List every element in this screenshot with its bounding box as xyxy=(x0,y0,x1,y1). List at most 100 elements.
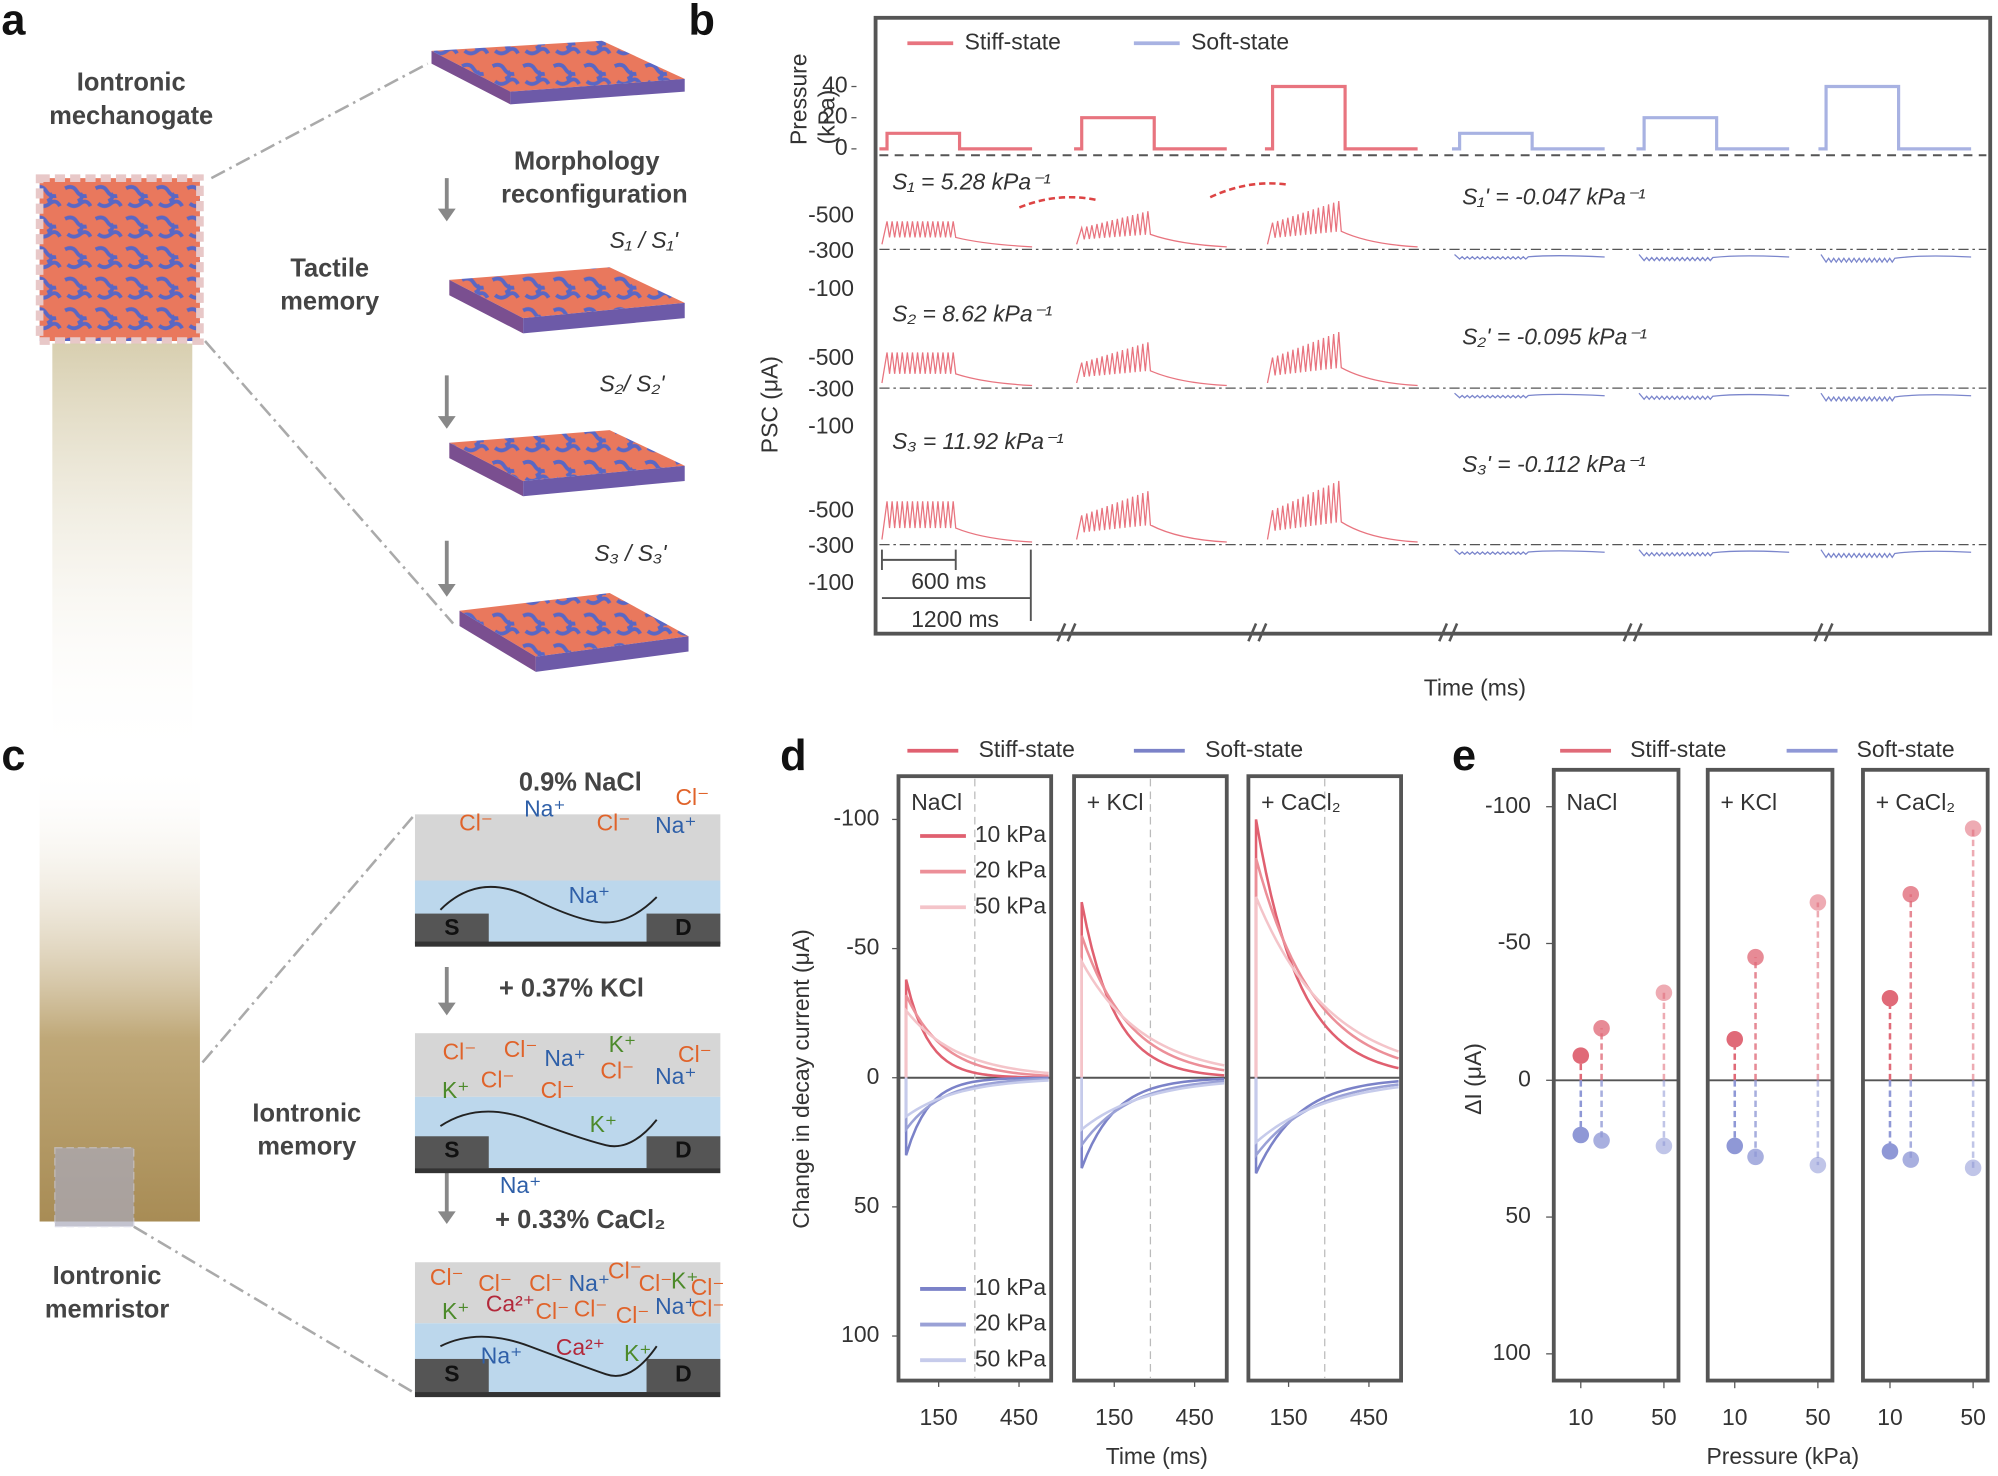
decay-curve xyxy=(904,1007,1049,1078)
axis-label: Pressure xyxy=(786,53,812,145)
psc-trace xyxy=(1266,200,1418,248)
ion-label: Na⁺ xyxy=(569,882,610,908)
step-label: 0.9% NaCl xyxy=(519,769,642,797)
axis-label: Change in decay current (μA) xyxy=(788,929,814,1228)
morphology-tiles xyxy=(431,40,689,672)
psc-trace xyxy=(881,221,1033,248)
y-tick-label: -100 xyxy=(1485,792,1531,818)
ion-label: Ca²⁺ xyxy=(486,1291,535,1317)
sensitivity: S₂ = 8.62 kPa⁻¹ xyxy=(892,301,1053,327)
electrode-label: D xyxy=(675,914,692,940)
lollipop-dot xyxy=(1964,820,1982,837)
panel-label: b xyxy=(689,0,715,44)
decay-curve xyxy=(1254,819,1399,1078)
decay-curve xyxy=(904,1076,1049,1156)
legend-label: 50 kPa xyxy=(975,1345,1047,1371)
psc-trace xyxy=(1820,392,1972,402)
psc-trace xyxy=(1638,549,1790,557)
device-boxes xyxy=(414,814,721,1398)
step-label: + 0.33% CaCl₂ xyxy=(495,1206,665,1234)
pcb-strip xyxy=(52,343,193,764)
legend-label: 20 kPa xyxy=(975,1310,1047,1336)
axis-label: Pressure (kPa) xyxy=(1706,1443,1859,1469)
psc-trace xyxy=(1638,254,1790,262)
decay-curve xyxy=(1080,1077,1225,1133)
lollipop-dot xyxy=(1593,1020,1610,1037)
pressure-pulse xyxy=(1636,116,1790,151)
ion-label: Cl⁻ xyxy=(430,1264,464,1290)
legend-label: 50 kPa xyxy=(975,892,1047,918)
ion-label: Na⁺ xyxy=(500,1172,541,1198)
y-tick-label: -500 xyxy=(808,497,854,523)
lollipop-dot xyxy=(1572,1047,1590,1064)
y-tick-label: -300 xyxy=(808,532,854,558)
psc-trace xyxy=(1076,342,1227,387)
state-label: S₃ / S₃' xyxy=(594,540,668,566)
x-tick-label: 450 xyxy=(1000,1404,1038,1430)
panel-label: c xyxy=(1,732,25,780)
y-tick-label: -100 xyxy=(808,413,854,439)
electrode-label: D xyxy=(675,1361,692,1387)
y-tick-label: 20 xyxy=(822,103,847,129)
decay-curve xyxy=(904,1077,1049,1134)
pressure-pulse xyxy=(1818,84,1972,151)
lollipop-dot xyxy=(1809,894,1827,911)
decay-curve xyxy=(1254,896,1399,1078)
y-tick-label: 0 xyxy=(1518,1065,1531,1091)
label: mechanogate xyxy=(49,102,213,130)
state-label: S₁ / S₁' xyxy=(610,227,680,253)
state-label: S₂/ S₂' xyxy=(599,371,666,397)
ion-label: Cl⁻ xyxy=(691,1296,725,1322)
sensitivity: S₃' = -0.112 kPa⁻¹ xyxy=(1462,451,1646,477)
decay-curve xyxy=(1080,1077,1225,1169)
subplot-frame xyxy=(1861,767,1990,1383)
label: Morphology xyxy=(514,148,660,176)
decay-curve xyxy=(1254,1077,1399,1174)
y-tick-label: -500 xyxy=(808,201,854,227)
y-tick-label: -300 xyxy=(808,237,854,263)
decay-curve xyxy=(1254,1077,1399,1159)
step-label: + 0.37% KCl xyxy=(499,975,644,1003)
ion-label: Na⁺ xyxy=(655,812,696,838)
x-tick-label: 150 xyxy=(1269,1404,1307,1430)
lollipop-dot xyxy=(1881,989,1899,1007)
legend-label: Stiff-state xyxy=(979,736,1075,762)
y-tick-label: 100 xyxy=(841,1321,879,1347)
ion-label: Cl⁻ xyxy=(675,784,709,810)
subplot-title: + KCl xyxy=(1720,789,1777,815)
electrode-label: S xyxy=(444,1137,459,1163)
ion-label: K⁺ xyxy=(590,1111,617,1137)
subplot-title: + CaCl₂ xyxy=(1876,789,1955,815)
ion-label: K⁺ xyxy=(442,1298,469,1324)
decay-curve xyxy=(1080,901,1225,1078)
ion-label: Cl⁻ xyxy=(481,1067,515,1093)
label: memory xyxy=(257,1132,357,1160)
psc-trace xyxy=(1454,392,1605,399)
x-tick-label: 50 xyxy=(1805,1404,1830,1430)
illustrations xyxy=(35,15,1993,1398)
y-tick-label: -100 xyxy=(808,569,854,595)
lollipop-dot xyxy=(1655,984,1673,1002)
ion-label: K⁺ xyxy=(624,1340,651,1366)
sensitivity: S₃ = 11.92 kPa⁻¹ xyxy=(892,428,1064,454)
memristor-image xyxy=(54,1147,135,1228)
lollipop-dot xyxy=(1747,948,1764,966)
arrow xyxy=(1018,182,1287,209)
lollipop-dot xyxy=(1809,1156,1827,1174)
pressure-pulse xyxy=(1451,131,1605,151)
sensitivity: S₁ = 5.28 kPa⁻¹ xyxy=(892,168,1051,194)
ion-label: Cl⁻ xyxy=(678,1041,712,1067)
divider xyxy=(879,248,1987,546)
psc-trace xyxy=(1266,332,1418,387)
panel-label: e xyxy=(1452,732,1476,780)
lollipop-dot xyxy=(1593,1132,1610,1149)
x-tick-label: 150 xyxy=(1095,1404,1133,1430)
y-tick-label: -50 xyxy=(1498,929,1531,955)
y-tick-label: -50 xyxy=(846,934,879,960)
legend-label: 10 kPa xyxy=(975,1274,1047,1300)
scale-bar xyxy=(880,549,1032,621)
lollipop-dot xyxy=(1747,1148,1764,1166)
sensitivity: S₁' = -0.047 kPa⁻¹ xyxy=(1462,184,1646,210)
label: memory xyxy=(280,288,380,316)
